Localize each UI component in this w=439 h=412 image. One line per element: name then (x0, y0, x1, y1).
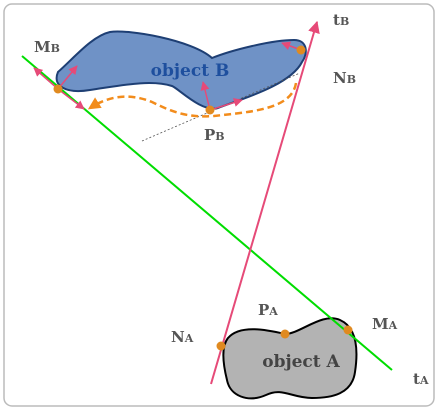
label-nb: NB (333, 69, 356, 87)
tangent-line-b (210, 20, 320, 385)
point-pa-dot (280, 329, 290, 339)
arrow-mb-down (57, 88, 85, 110)
helper-line (141, 72, 301, 142)
motion-path-arrow (87, 82, 298, 118)
point-pb-dot (205, 105, 215, 115)
label-mb: MB (34, 38, 60, 56)
label-pb: PB (204, 126, 225, 144)
object-a-label: object A (262, 352, 340, 372)
point-ma-dot (343, 325, 353, 335)
label-ta: tA (413, 370, 429, 388)
arrow-mb-left (33, 67, 59, 90)
arrow-pb-up (200, 81, 211, 111)
point-na-dot (216, 341, 226, 351)
object-b-shape (55, 30, 307, 110)
label-ma: MA (372, 315, 398, 333)
point-mb-dot (53, 84, 63, 94)
arrow-pb-right (209, 98, 243, 111)
label-na: NA (171, 328, 194, 346)
label-pa: PA (258, 301, 278, 319)
label-tb: tB (333, 11, 349, 29)
object-b-label: object B (151, 61, 230, 81)
point-nb-dot (296, 45, 306, 55)
arrow-mb-up (57, 65, 78, 90)
diagram-frame (3, 3, 435, 407)
